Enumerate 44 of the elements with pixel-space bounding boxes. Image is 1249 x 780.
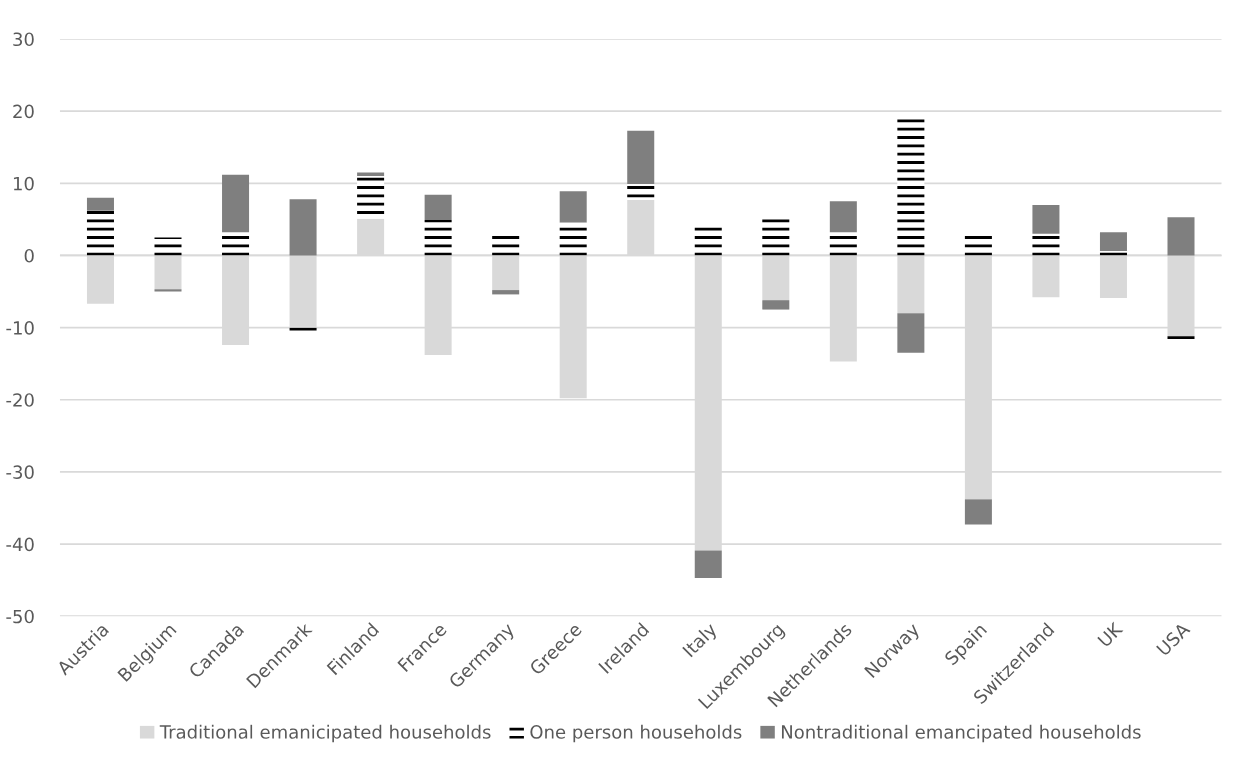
bar bbox=[357, 176, 385, 219]
bar bbox=[86, 210, 114, 256]
x-tick-label: UK bbox=[1097, 621, 1124, 648]
bar bbox=[424, 194, 452, 221]
y-tick-label: -10 bbox=[6, 321, 34, 335]
bar bbox=[1099, 232, 1127, 252]
bar bbox=[559, 191, 587, 223]
bar bbox=[559, 222, 587, 256]
legend-label: Nontraditional emancipated households bbox=[781, 724, 1141, 743]
y-tick-label: 0 bbox=[24, 248, 34, 263]
bar bbox=[762, 300, 790, 310]
x-tick-label: USA bbox=[1155, 621, 1191, 657]
bar bbox=[86, 197, 114, 211]
legend-label: One person households bbox=[530, 724, 742, 743]
legend-label: Traditional emanicipated households bbox=[159, 724, 491, 743]
bar bbox=[289, 326, 317, 333]
bar bbox=[829, 201, 857, 233]
bar bbox=[154, 289, 182, 292]
bar bbox=[627, 130, 655, 185]
bar bbox=[897, 313, 925, 353]
y-tick-label: 10 bbox=[13, 176, 34, 191]
bar bbox=[762, 218, 790, 256]
bar bbox=[424, 220, 452, 256]
bar bbox=[694, 225, 722, 256]
bar bbox=[222, 174, 250, 233]
bar bbox=[897, 119, 925, 256]
bar bbox=[357, 172, 385, 177]
bar bbox=[694, 550, 722, 578]
bar bbox=[964, 499, 992, 525]
y-tick-label: -30 bbox=[6, 465, 34, 480]
y-tick-label: -20 bbox=[6, 393, 34, 407]
bar bbox=[1032, 233, 1060, 256]
bar bbox=[1032, 204, 1060, 234]
bar bbox=[154, 237, 182, 256]
y-tick-label: 30 bbox=[13, 32, 34, 47]
y-tick-label: -50 bbox=[6, 609, 34, 624]
bar bbox=[627, 184, 655, 200]
bar bbox=[1167, 336, 1195, 340]
bar bbox=[1099, 251, 1127, 256]
bar bbox=[1167, 217, 1195, 256]
bar bbox=[492, 290, 520, 295]
y-tick-label: -40 bbox=[6, 537, 34, 552]
y-tick-label: 20 bbox=[13, 104, 34, 119]
bar bbox=[289, 199, 317, 256]
